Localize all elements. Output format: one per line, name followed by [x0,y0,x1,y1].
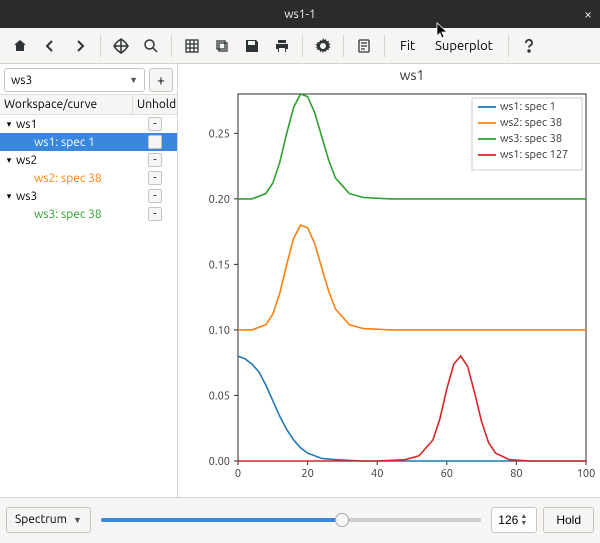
svg-text:0.05: 0.05 [209,390,230,402]
tree-node-label: ws2: spec 38 [34,172,102,185]
toolbar: Fit Superplot [0,28,600,64]
tree-node-label: ws2 [16,154,37,167]
spectrum-slider[interactable] [97,507,485,533]
tree-header-col1: Workspace/curve [0,95,133,114]
chevron-down-icon: ▼ [129,75,138,85]
unhold-button[interactable]: - [148,171,162,185]
save-icon[interactable] [238,32,266,60]
expand-icon[interactable]: ▾ [4,155,14,166]
svg-text:0: 0 [235,468,241,480]
svg-text:100: 100 [577,468,596,480]
tree-workspace-node[interactable]: ▾ws1 - [0,115,177,133]
script-icon[interactable] [350,32,378,60]
svg-text:80: 80 [510,468,522,480]
chart-title: ws1 [400,67,425,83]
print-icon[interactable] [268,32,296,60]
add-workspace-button[interactable]: + [149,68,173,92]
spectrum-spinbox[interactable]: ▲▼ [491,507,537,533]
workspace-tree[interactable]: ▾ws1- ws1: spec 1-▾ws2- ws2: spec 38-▾ws… [0,115,177,497]
svg-text:0.25: 0.25 [209,128,230,140]
svg-text:0.10: 0.10 [209,325,230,337]
spin-down-icon[interactable]: ▼ [520,520,534,527]
bottom-bar: Spectrum ▼ ▲▼ Hold [0,497,600,541]
tree-curve-node[interactable]: ws3: spec 38 - [0,205,177,223]
tree-curve-node[interactable]: ws2: spec 38 - [0,169,177,187]
fit-button[interactable]: Fit [391,32,424,60]
svg-text:ws2: spec 38: ws2: spec 38 [500,117,562,129]
svg-text:60: 60 [441,468,453,480]
svg-text:ws1: spec 1: ws1: spec 1 [500,101,556,113]
tree-header-col2: Unhold [133,95,177,114]
svg-text:0.00: 0.00 [209,456,230,468]
back-icon[interactable] [36,32,64,60]
chart-series [238,356,586,461]
unhold-button[interactable]: - [148,117,162,131]
copy-icon[interactable] [208,32,236,60]
svg-text:40: 40 [371,468,383,480]
chart-series [238,356,586,461]
hold-button[interactable]: Hold [543,507,594,533]
unhold-button[interactable]: - [148,135,162,149]
close-icon[interactable]: × [584,6,592,22]
svg-text:ws1: spec 127: ws1: spec 127 [500,149,568,161]
home-icon[interactable] [6,32,34,60]
svg-text:ws3: spec 38: ws3: spec 38 [500,133,562,145]
spectrum-value-input[interactable] [492,513,520,527]
content-area: ws3 ▼ + Workspace/curve Unhold ▾ws1- ws1… [0,64,600,497]
grid-icon[interactable] [178,32,206,60]
tree-header: Workspace/curve Unhold [0,94,177,115]
tree-workspace-node[interactable]: ▾ws2 - [0,151,177,169]
unhold-button[interactable]: - [148,207,162,221]
tree-node-label: ws3: spec 38 [34,208,102,221]
unhold-button[interactable]: - [148,153,162,167]
superplot-button[interactable]: Superplot [426,32,502,60]
workspace-combo[interactable]: ws3 ▼ [4,68,145,92]
side-panel: ws3 ▼ + Workspace/curve Unhold ▾ws1- ws1… [0,64,178,497]
tree-node-label: ws1 [16,118,37,131]
tree-curve-node[interactable]: ws1: spec 1 - [0,133,177,151]
plot-area[interactable]: ws1 0 20 40 60 80 100 0.00 0.05 0.10 0.15 0.20 0.25 w… [178,64,600,497]
help-icon[interactable] [515,32,543,60]
svg-text:20: 20 [301,468,313,480]
expand-icon[interactable]: ▾ [4,119,14,130]
forward-icon[interactable] [66,32,94,60]
svg-text:0.20: 0.20 [209,194,230,206]
mode-label: Spectrum [15,513,67,526]
pan-icon[interactable] [107,32,135,60]
expand-icon[interactable]: ▾ [4,191,14,202]
titlebar: ws1-1 × [0,0,600,28]
chevron-down-icon: ▼ [73,515,82,525]
tree-node-label: ws3 [16,190,37,203]
zoom-icon[interactable] [137,32,165,60]
workspace-combo-value: ws3 [11,74,32,87]
svg-text:0.15: 0.15 [209,259,230,271]
mode-dropdown[interactable]: Spectrum ▼ [6,507,91,533]
unhold-button[interactable]: - [148,189,162,203]
window-title: ws1-1 [0,8,600,21]
tree-workspace-node[interactable]: ▾ws3 - [0,187,177,205]
tree-node-label: ws1: spec 1 [34,136,95,149]
settings-icon[interactable] [309,32,337,60]
chart-series [238,225,586,330]
